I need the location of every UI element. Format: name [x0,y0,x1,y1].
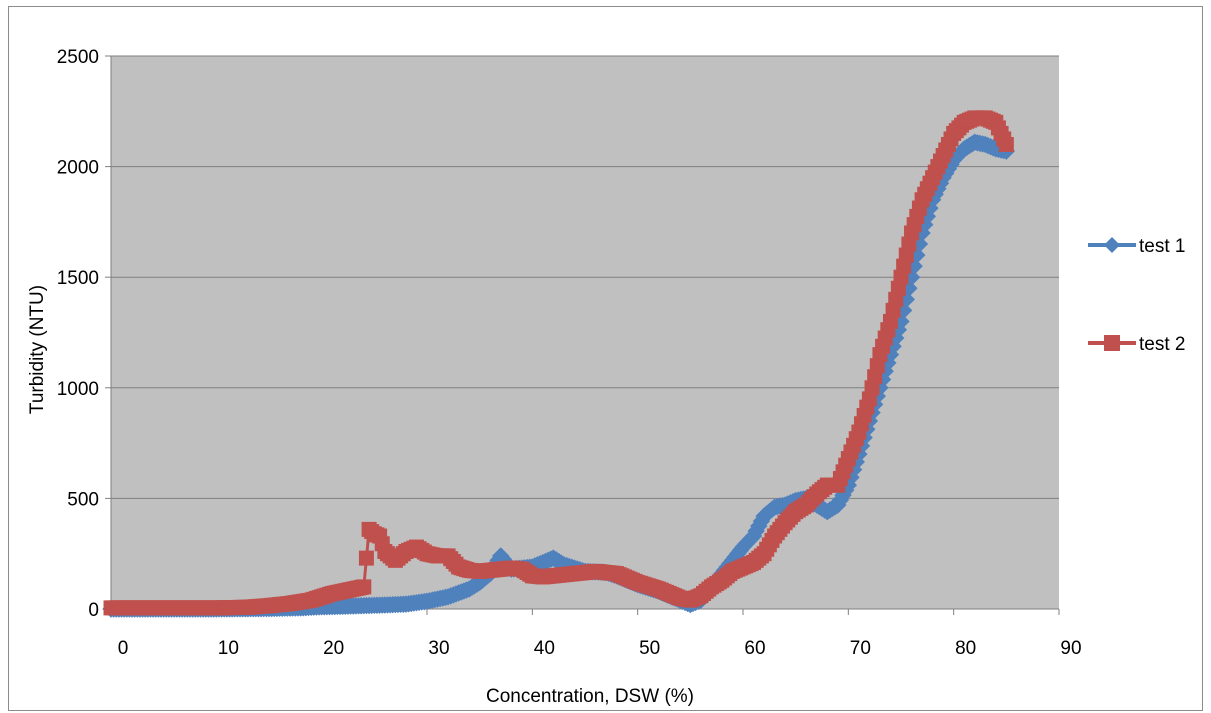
data-point [358,550,374,566]
x-tick-label: 70 [850,638,871,659]
y-tick-label: 2500 [57,47,99,68]
y-tick-label: 1000 [57,379,99,400]
legend-item: test 1 [1088,236,1185,257]
y-tick-label: 1500 [57,268,99,289]
x-axis-title: Concentration, DSW (%) [486,686,694,707]
legend-item: test 2 [1088,334,1185,355]
x-tick-label: 50 [639,638,660,659]
x-tick-label: 0 [118,638,129,659]
data-point [998,136,1014,152]
tick-labels: 0 500 1000 1500 2000 2500 0 10 20 30 40 50 60 70 80 90 [57,47,1082,659]
legend-label: test 1 [1139,236,1185,257]
grid-lines [111,55,1059,499]
legend-label: test 2 [1139,334,1185,355]
x-tick-label: 80 [955,638,976,659]
x-tick-label: 60 [744,638,765,659]
series-2 [103,110,1014,616]
legend-marker [1104,335,1120,351]
x-tick-label: 20 [323,638,344,659]
x-tick-label: 40 [534,638,555,659]
y-tick-label: 500 [67,489,99,510]
y-tick-label: 2000 [57,158,99,179]
y-axis-title: Turbidity (NTU) [27,285,48,414]
y-tick-label: 0 [88,600,99,621]
x-tick-label: 10 [218,638,239,659]
plot-area [111,56,1059,609]
data-point [356,579,372,595]
x-tick-label: 30 [428,638,449,659]
series-layer [102,110,1016,618]
legend: test 1 test 2 [1088,236,1185,355]
legend-marker [1104,237,1120,253]
x-tick-label: 90 [1060,638,1081,659]
